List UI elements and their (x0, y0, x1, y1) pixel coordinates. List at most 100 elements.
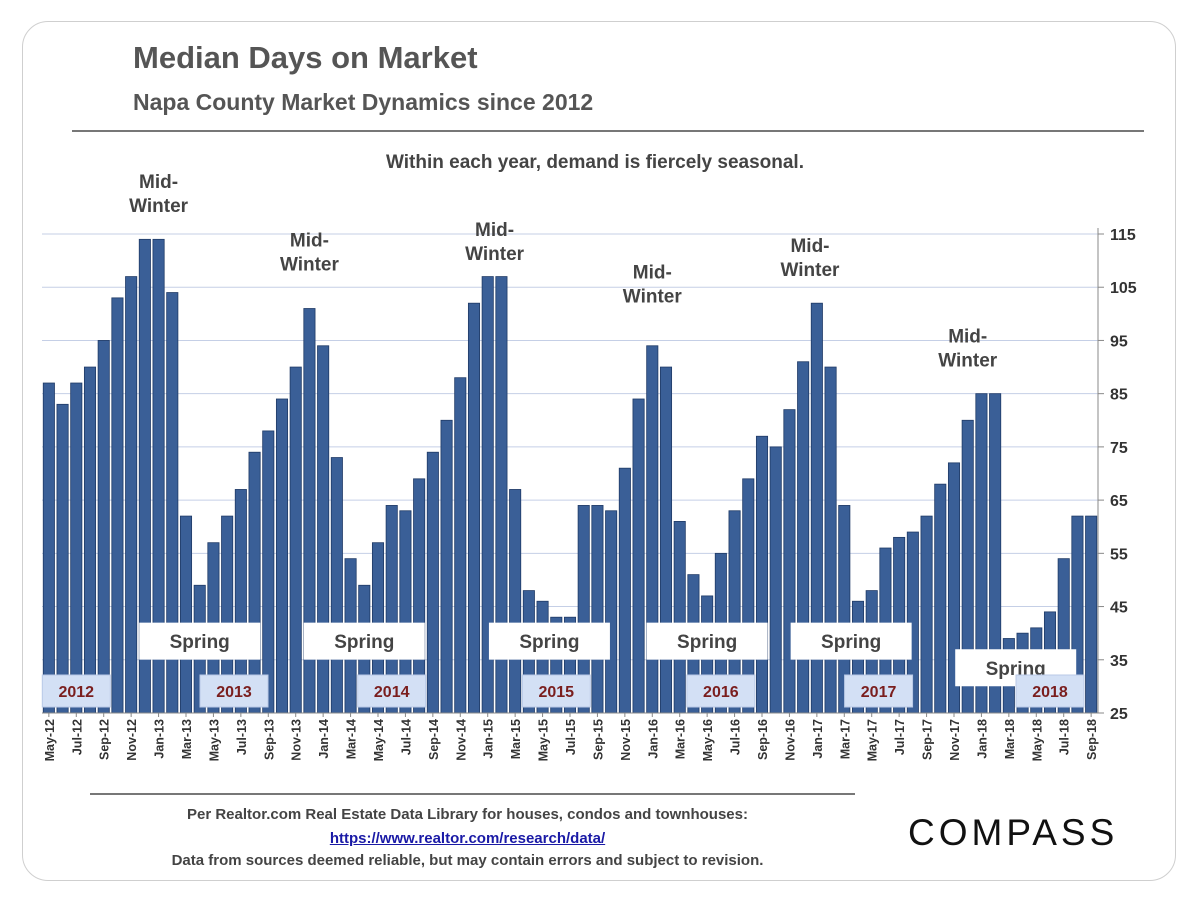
year-label-2012: 2012 (58, 684, 94, 701)
y-tick-label: 35 (1110, 653, 1128, 670)
mid-winter-label-line2: Winter (938, 350, 998, 371)
bar-Nov-16 (783, 409, 796, 714)
chart-tagline: Within each year, demand is fiercely sea… (385, 152, 804, 173)
bar-Oct-16 (769, 446, 782, 714)
compass-logo: COMPASS (908, 812, 1119, 853)
year-label-2017: 2017 (861, 684, 897, 701)
mid-winter-label-line1: Mid- (475, 220, 514, 241)
year-label-2018: 2018 (1032, 684, 1068, 701)
bar-Feb-14 (330, 457, 343, 714)
source-link[interactable]: https://www.realtor.com/research/data/ (329, 830, 606, 847)
x-tick-label-Nov-13: Nov-13 (290, 719, 304, 761)
x-tick-label-Sep-16: Sep-16 (756, 719, 770, 760)
bar-Aug-13 (248, 451, 261, 714)
mid-winter-label-line1: Mid- (290, 231, 329, 252)
x-tick-label-Jan-15: Jan-15 (482, 719, 496, 759)
x-tick-label-Jan-17: Jan-17 (811, 719, 825, 759)
x-tick-label-May-18: May-18 (1030, 719, 1044, 761)
y-tick-label: 55 (1110, 546, 1128, 563)
year-badge (199, 674, 269, 708)
spring-box (303, 622, 425, 660)
spring-label: Spring (821, 632, 881, 653)
bar-Aug-12 (83, 366, 97, 714)
bar-Oct-13 (275, 398, 289, 714)
year-label-2014: 2014 (374, 684, 410, 701)
x-tick-label-May-15: May-15 (537, 719, 551, 761)
x-tick-label-Jul-15: Jul-15 (564, 719, 578, 755)
spring-box (139, 622, 261, 660)
bar-Sep-12 (97, 340, 110, 714)
x-tick-label-Jul-14: Jul-14 (399, 719, 413, 755)
bar-Feb-17 (824, 366, 837, 714)
page-subtitle: Napa County Market Dynamics since 2012 (133, 89, 594, 115)
bar-Mar-16 (673, 521, 686, 714)
spring-label: Spring (519, 632, 579, 653)
y-tick-label: 45 (1110, 600, 1128, 617)
x-tick-label-Mar-16: Mar-16 (674, 719, 688, 759)
bar-Oct-14 (440, 419, 453, 714)
x-tick-label-Nov-14: Nov-14 (454, 719, 468, 761)
disclaimer-note: Data from sources deemed reliable, but m… (171, 852, 764, 869)
y-tick-label: 85 (1110, 387, 1128, 404)
x-tick-label-Nov-16: Nov-16 (783, 719, 797, 761)
source-link-row: https://www.realtor.com/research/data/ (90, 830, 845, 847)
year-label-2016: 2016 (703, 684, 739, 701)
spring-box (488, 622, 610, 660)
x-tick-label-Nov-12: Nov-12 (125, 719, 139, 761)
year-badge (844, 674, 914, 708)
bar-Jun-12 (56, 403, 69, 714)
year-badge (686, 674, 756, 708)
spring-box (790, 622, 912, 660)
spring-box (646, 622, 768, 660)
bar-Nov-13 (289, 366, 302, 714)
mid-winter-label-line2: Winter (465, 244, 525, 265)
bar-Nov-15 (618, 467, 631, 714)
y-tick-label: 25 (1110, 706, 1128, 723)
bar-Jul-12 (70, 382, 83, 714)
x-tick-label-Jan-14: Jan-14 (317, 719, 331, 759)
y-tick-label: 105 (1110, 280, 1137, 297)
year-badge (1015, 674, 1085, 708)
x-tick-label-Mar-13: Mar-13 (180, 719, 194, 759)
x-tick-label-Jul-18: Jul-18 (1058, 719, 1072, 755)
x-tick-label-Sep-15: Sep-15 (591, 719, 605, 760)
x-tick-label-Nov-17: Nov-17 (948, 719, 962, 761)
x-tick-label-Sep-13: Sep-13 (262, 719, 276, 760)
page-title: Median Days on Market (133, 40, 478, 75)
x-tick-label-Mar-17: Mar-17 (838, 719, 852, 759)
source-note: Per Realtor.com Real Estate Data Library… (187, 806, 748, 823)
bar-Sep-16 (755, 435, 769, 714)
x-tick-label-Sep-17: Sep-17 (921, 719, 935, 760)
bar-Oct-17 (934, 483, 947, 714)
x-tick-label-Sep-18: Sep-18 (1085, 719, 1099, 760)
mid-winter-label-line2: Winter (623, 287, 683, 308)
x-tick-label-Jan-13: Jan-13 (153, 719, 167, 759)
bar-May-12 (42, 382, 55, 714)
bar-Feb-16 (659, 366, 673, 714)
x-tick-label-May-14: May-14 (372, 719, 386, 761)
x-tick-label-Jul-13: Jul-13 (235, 719, 249, 755)
mid-winter-label-line2: Winter (129, 196, 189, 217)
y-tick-label: 65 (1110, 493, 1128, 510)
year-badge (521, 674, 591, 708)
year-label-2013: 2013 (216, 684, 252, 701)
mid-winter-label-line1: Mid- (790, 236, 829, 257)
mid-winter-label-line1: Mid- (139, 172, 178, 193)
bar-Mar-13 (179, 515, 193, 714)
bar-Dec-15 (632, 398, 645, 714)
mid-winter-label-line2: Winter (781, 260, 841, 281)
x-tick-label-Jan-18: Jan-18 (975, 719, 989, 759)
bar-Sep-18 (1085, 515, 1098, 714)
x-tick-label-Sep-14: Sep-14 (427, 719, 441, 760)
spring-label: Spring (170, 632, 230, 653)
year-badge (357, 674, 427, 708)
mid-winter-label-line1: Mid- (948, 326, 987, 347)
y-tick-label: 95 (1110, 333, 1128, 350)
spring-label: Spring (334, 632, 394, 653)
x-tick-label-May-17: May-17 (866, 719, 880, 761)
bar-chart: 25 35 45 55 65 75 85 95 105 115 May-12 Jul-12 Sep-12… (41, 172, 1137, 761)
bar-Dec-14 (467, 302, 481, 714)
bar-Nov-12 (125, 276, 138, 714)
bar-Dec-16 (797, 361, 810, 714)
bar-Sep-14 (426, 451, 439, 714)
